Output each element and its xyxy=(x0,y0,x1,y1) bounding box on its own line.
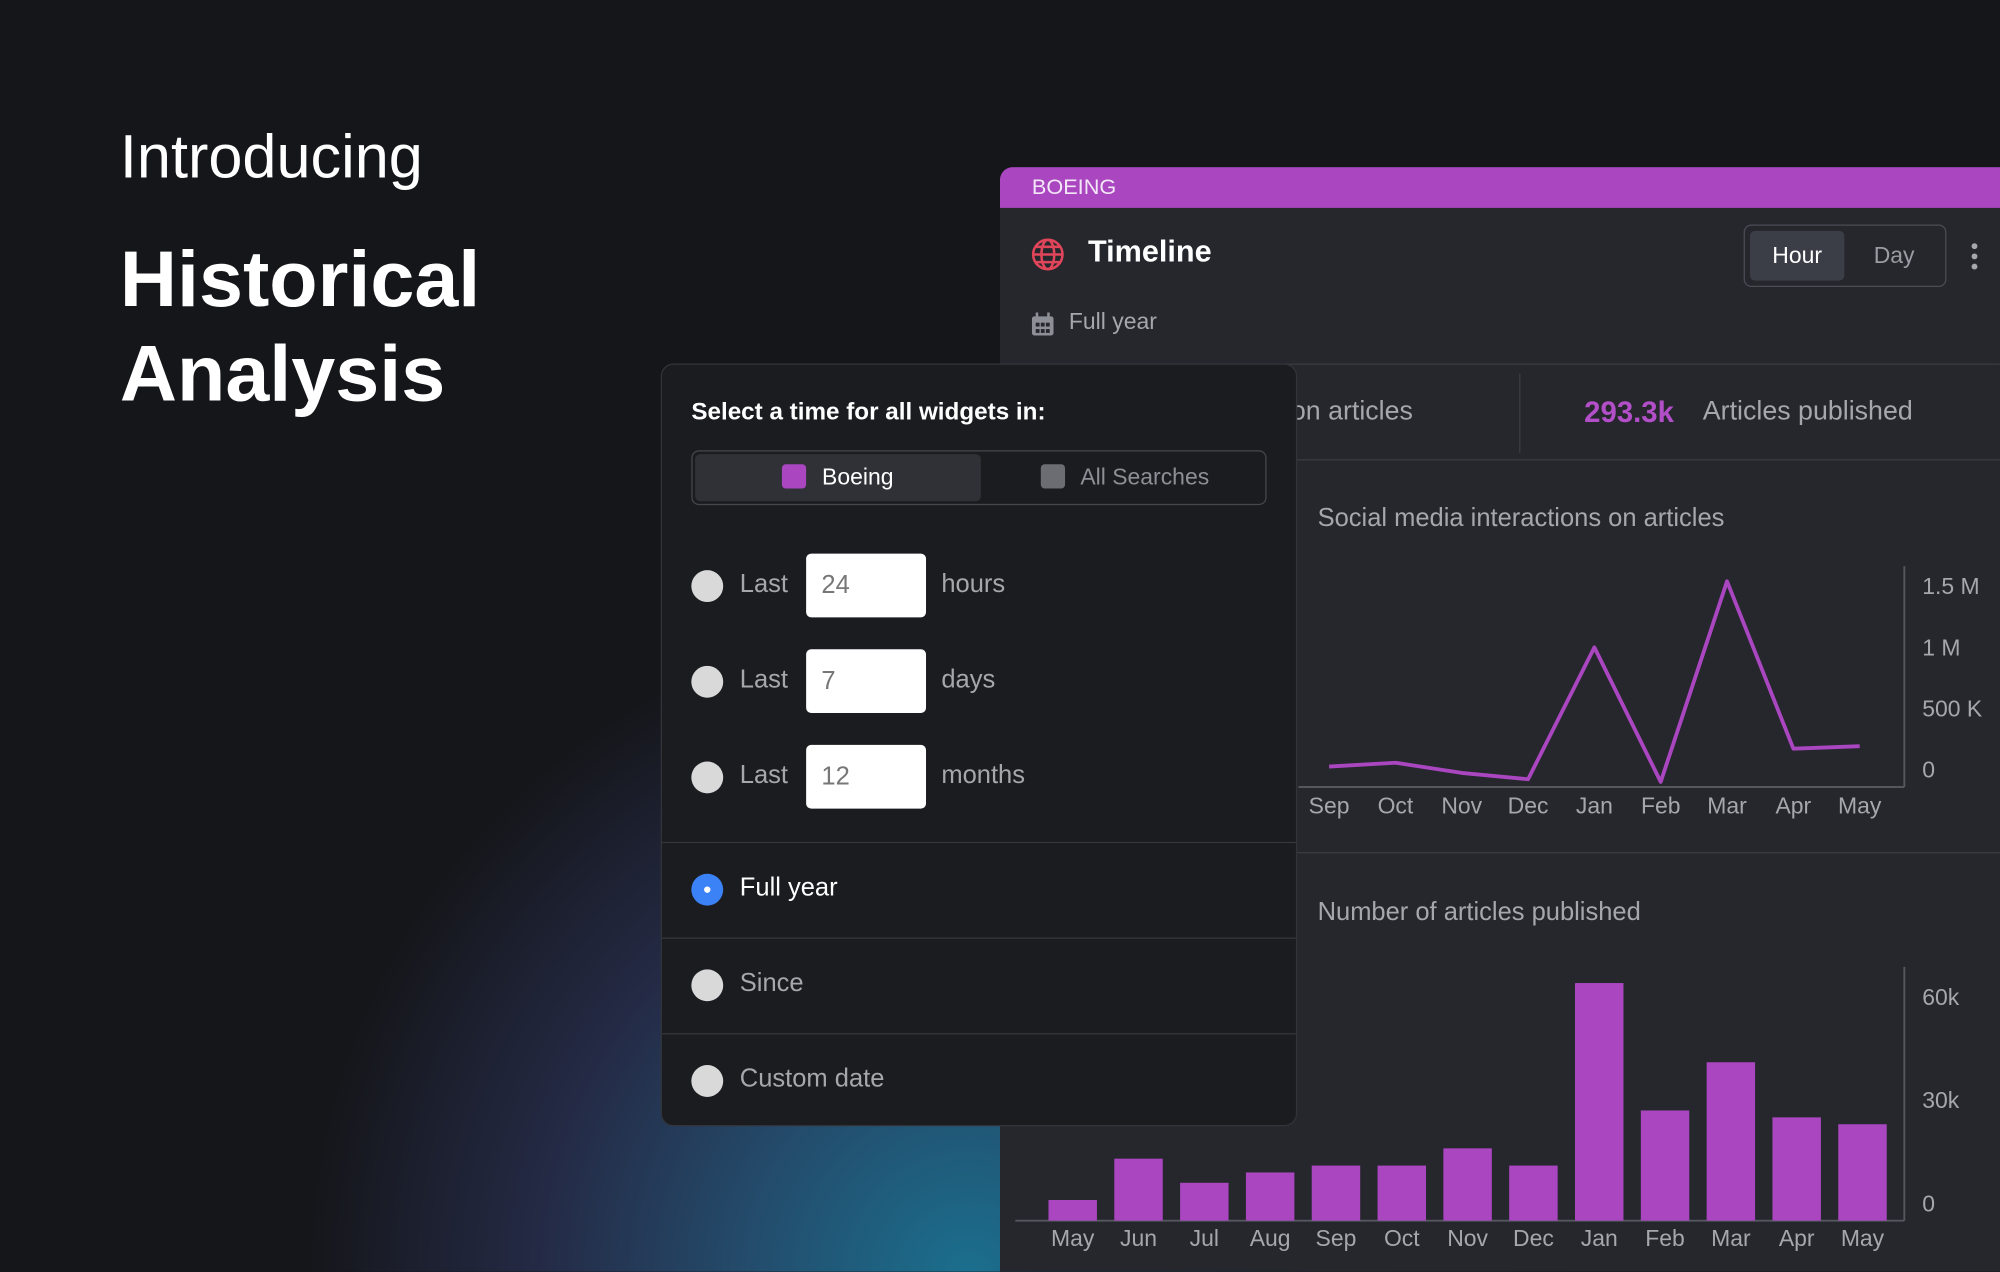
x-tick-label: Apr xyxy=(1776,792,1812,818)
widget-title: Timeline xyxy=(1088,234,1212,270)
bar xyxy=(1443,1148,1492,1221)
x-tick-label: Feb xyxy=(1641,792,1681,818)
x-tick-label: Mar xyxy=(1711,1225,1751,1251)
radio[interactable] xyxy=(691,873,724,905)
y-tick-label: 500 K xyxy=(1922,696,1983,722)
x-tick-label: Feb xyxy=(1645,1225,1685,1251)
x-tick-label: Jan xyxy=(1576,792,1613,818)
stat-value: 293.3k xyxy=(1584,395,1674,429)
x-tick-label: Oct xyxy=(1378,792,1414,818)
x-tick-label: Mar xyxy=(1707,792,1747,818)
x-tick-label: Dec xyxy=(1513,1225,1554,1251)
chart-title: Number of articles published xyxy=(1318,898,1641,926)
x-tick-label: Dec xyxy=(1508,792,1549,818)
line xyxy=(1328,579,1860,784)
unit-label: days xyxy=(941,665,996,694)
amount-input[interactable]: 24 xyxy=(806,553,927,618)
calendar-icon xyxy=(1031,312,1054,336)
scope-label: All Searches xyxy=(1080,464,1210,490)
x-tick-label: Apr xyxy=(1779,1225,1815,1251)
x-tick-label: Oct xyxy=(1384,1225,1420,1251)
radio[interactable] xyxy=(691,760,724,793)
bar xyxy=(1838,1124,1887,1221)
separator xyxy=(661,1033,1296,1035)
separator xyxy=(661,841,1296,844)
bar xyxy=(1048,1199,1097,1221)
y-tick-label: 1 M xyxy=(1922,634,1960,660)
divider xyxy=(999,852,2000,854)
divider xyxy=(1519,373,1521,453)
hero-intro: Introducing xyxy=(119,123,423,192)
divider xyxy=(999,459,2000,461)
y-tick-label: 60k xyxy=(1922,984,1960,1010)
option-label: Last xyxy=(739,761,789,790)
more-menu[interactable] xyxy=(1969,242,1979,270)
x-tick-label: Sep xyxy=(1316,1225,1357,1251)
x-tick-label: Jan xyxy=(1581,1225,1618,1251)
x-tick-label: Jun xyxy=(1120,1225,1157,1251)
option-label: Full year xyxy=(739,873,838,902)
hero-title: Historical Analysis xyxy=(119,235,481,419)
toggle-button[interactable]: Day xyxy=(1873,242,1915,268)
unit-label: months xyxy=(941,761,1025,790)
option-label: Last xyxy=(739,570,789,599)
y-tick-label: 0 xyxy=(1922,757,1935,783)
y-tick-label: 30k xyxy=(1922,1087,1960,1113)
separator xyxy=(661,937,1296,939)
x-tick-label: May xyxy=(1838,792,1882,818)
period-label: Full year xyxy=(1068,308,1157,335)
bar xyxy=(1772,1117,1821,1221)
option-label: Last xyxy=(739,665,789,694)
x-tick-label: Nov xyxy=(1441,792,1482,818)
scope-tabs: Boeing All Searches xyxy=(691,450,1268,506)
bar xyxy=(1311,1165,1361,1221)
time-picker: Select a time for all widgets in: Boeing… xyxy=(660,363,1298,1127)
radio[interactable] xyxy=(691,665,724,698)
x-tick-label: May xyxy=(1051,1225,1095,1251)
x-tick-label: Nov xyxy=(1447,1225,1488,1251)
radio[interactable] xyxy=(691,569,724,602)
option-label: Custom date xyxy=(739,1065,885,1094)
chart-title: Social media interactions on articles xyxy=(1318,504,1725,532)
unit-label: hours xyxy=(941,570,1006,599)
scope-tab[interactable]: Boeing xyxy=(695,454,981,502)
bar xyxy=(1706,1062,1756,1221)
globe-icon xyxy=(1031,238,1064,271)
y-tick-label: 1.5 M xyxy=(1922,573,1979,599)
x-tick-label: May xyxy=(1841,1225,1885,1251)
toggle-button[interactable]: Hour xyxy=(1749,230,1845,281)
x-tick-label: Aug xyxy=(1250,1225,1291,1251)
x-tick-label: Jul xyxy=(1190,1225,1219,1251)
bar xyxy=(1640,1110,1690,1221)
scope-label: Boeing xyxy=(822,464,894,490)
bar xyxy=(1509,1165,1558,1221)
bar xyxy=(1574,983,1624,1221)
stat-label: Articles published xyxy=(1702,396,1913,427)
widget-tag: BOEING xyxy=(999,167,2000,208)
amount-input[interactable]: 7 xyxy=(806,649,927,714)
scope-tab[interactable]: All Searches xyxy=(982,454,1268,501)
divider xyxy=(999,363,2000,365)
bar xyxy=(1180,1182,1229,1221)
y-tick-label: 0 xyxy=(1922,1190,1935,1216)
radio[interactable] xyxy=(691,968,724,1001)
bar xyxy=(1245,1172,1295,1221)
radio[interactable] xyxy=(691,1064,724,1097)
granularity-toggle: Hour Day xyxy=(1743,224,1947,287)
bar xyxy=(1377,1165,1427,1221)
option-label: Since xyxy=(739,969,804,998)
bar xyxy=(1114,1158,1163,1221)
x-tick-label: Sep xyxy=(1309,792,1350,818)
picker-title: Select a time for all widgets in: xyxy=(691,399,1046,427)
amount-input[interactable]: 12 xyxy=(806,744,927,809)
